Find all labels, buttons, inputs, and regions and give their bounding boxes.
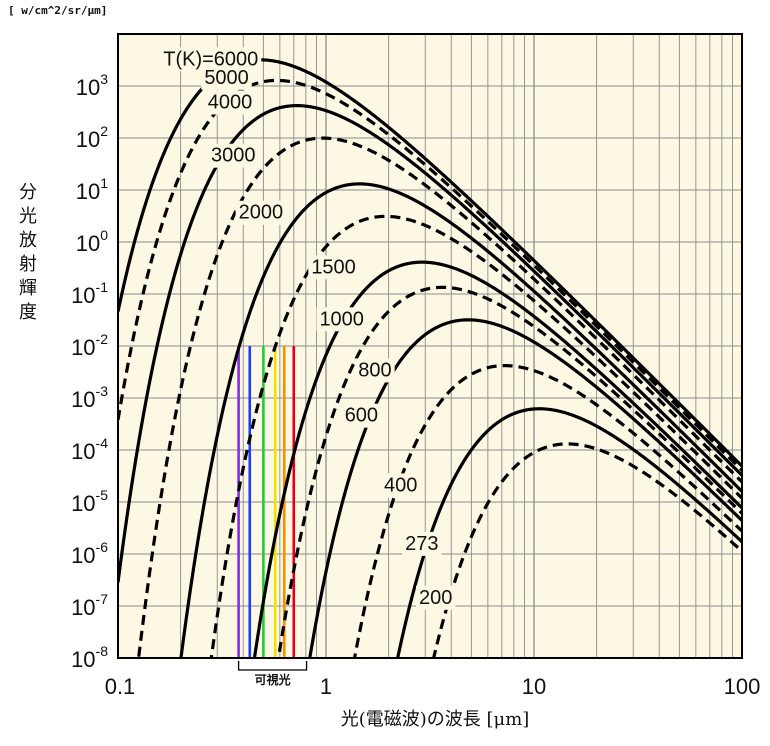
visible-light-bracket: 可視光 <box>237 661 308 687</box>
y-tick-base: 10 <box>76 127 100 152</box>
y-tick-base: 10 <box>71 283 95 308</box>
curve-label-background <box>235 200 287 225</box>
curve-label-text: 400 <box>384 474 417 496</box>
curve-label-background <box>308 255 359 280</box>
curve-label-800k: 800 <box>355 358 395 383</box>
curve-1500k <box>209 214 742 658</box>
curve-label-text: 4000 <box>208 91 253 113</box>
y-tick-label: 102 <box>76 123 108 152</box>
y-tick-exponent: 3 <box>100 71 108 87</box>
curve-label-text: T(K)=6000 <box>163 48 258 70</box>
x-tick-label: 1 <box>320 674 332 699</box>
y-tick-base: 10 <box>76 75 100 100</box>
curve-600k <box>308 318 742 658</box>
curve-label-600k: 600 <box>341 403 382 428</box>
y-tick-label: 10-2 <box>71 331 108 360</box>
curve-label-background <box>380 473 421 498</box>
y-tick-label: 10-5 <box>71 487 108 516</box>
curve-label-background <box>355 358 395 383</box>
x-tick-label: 0.1 <box>105 674 136 699</box>
curve-2000k <box>179 182 742 658</box>
y-axis-title-char: 射 <box>19 254 37 275</box>
y-tick-base: 10 <box>71 647 95 672</box>
curve-label-background <box>316 307 367 332</box>
plot-frame <box>117 33 743 659</box>
curve-label-3000k: 3000 <box>208 143 259 168</box>
x-axis-title: 光(電磁波)の波長 [μm] <box>341 709 530 730</box>
curve-label-4000k: 4000 <box>204 90 256 115</box>
y-tick-base: 10 <box>71 595 95 620</box>
curve-800k <box>276 285 742 658</box>
y-tick-label: 10-4 <box>71 435 108 464</box>
y-tick-base: 10 <box>76 231 100 256</box>
curve-3000k <box>136 136 742 658</box>
y-tick-label: 101 <box>76 175 108 204</box>
y-axis-title-char: 度 <box>19 302 37 323</box>
curve-label-1000k: 1000 <box>316 307 367 332</box>
y-tick-label: 10-8 <box>71 643 108 672</box>
y-tick-exponent: -8 <box>96 643 109 659</box>
visible-light-label: 可視光 <box>255 672 291 687</box>
y-tick-exponent: -7 <box>96 591 109 607</box>
curve-label-400k: 400 <box>380 473 421 498</box>
y-axis-ticks: 10310210110010-110-210-310-410-510-610-7… <box>71 71 108 672</box>
curve-label-273k: 273 <box>402 531 442 556</box>
curve-label-text: 2000 <box>239 202 283 224</box>
x-tick-label: 100 <box>724 674 761 699</box>
y-tick-base: 10 <box>71 387 95 412</box>
y-axis-title-char: 輝 <box>19 278 37 299</box>
y-tick-exponent: 0 <box>100 227 108 243</box>
y-tick-label: 10-1 <box>71 279 108 308</box>
y-tick-base: 10 <box>71 543 95 568</box>
y-tick-exponent: 1 <box>100 175 108 191</box>
y-tick-label: 103 <box>76 71 108 100</box>
curve-label-background <box>402 531 442 556</box>
x-axis-ticks: 0.1 1 10 100 <box>105 674 761 699</box>
curve-label-background <box>341 403 382 428</box>
curve-label-background <box>208 143 259 168</box>
curve-label-200k: 200 <box>416 585 456 610</box>
units-label: [ w/cm^2/sr/μm] <box>8 4 107 17</box>
y-tick-base: 10 <box>71 491 95 516</box>
y-tick-exponent: -2 <box>96 331 109 347</box>
curve-label-text: 3000 <box>211 145 256 167</box>
curve-label-text: 1500 <box>311 256 356 278</box>
curve-label-text: 800 <box>358 359 391 381</box>
y-tick-exponent: -4 <box>96 435 109 451</box>
y-tick-base: 10 <box>71 439 95 464</box>
curve-label-text: 5000 <box>204 67 249 89</box>
y-axis-title-char: 光 <box>19 206 37 227</box>
y-tick-exponent: -3 <box>96 383 109 399</box>
y-tick-label: 100 <box>76 227 108 256</box>
y-tick-base: 10 <box>71 335 95 360</box>
y-tick-exponent: -5 <box>96 487 109 503</box>
curve-label-background <box>416 585 456 610</box>
curve-label-1500k: 1500 <box>308 255 359 280</box>
y-tick-exponent: -1 <box>96 279 109 295</box>
curve-label-text: 1000 <box>319 308 364 330</box>
visible-light-bracket-line <box>237 661 308 671</box>
curve-1000k <box>252 260 742 658</box>
curve-label-text: 273 <box>405 533 438 555</box>
y-tick-exponent: 2 <box>100 123 108 139</box>
x-tick-label: 10 <box>522 674 546 699</box>
curve-label-background <box>204 90 256 115</box>
y-tick-base: 10 <box>76 179 100 204</box>
y-axis-title-char: 放 <box>19 230 37 251</box>
curve-label-text: 600 <box>345 405 378 427</box>
curve-label-text: 200 <box>419 587 452 609</box>
y-tick-exponent: -6 <box>96 539 109 555</box>
curve-label-background <box>201 65 252 90</box>
y-tick-label: 10-3 <box>71 383 108 412</box>
y-tick-label: 10-6 <box>71 539 108 568</box>
curve-5000k <box>118 78 742 472</box>
curve-label-2000k: 2000 <box>235 200 287 225</box>
y-axis-title-char: 分 <box>19 182 37 203</box>
curve-label-5000k: 5000 <box>201 65 252 90</box>
curve-400k <box>352 364 742 658</box>
y-tick-label: 10-7 <box>71 591 108 620</box>
